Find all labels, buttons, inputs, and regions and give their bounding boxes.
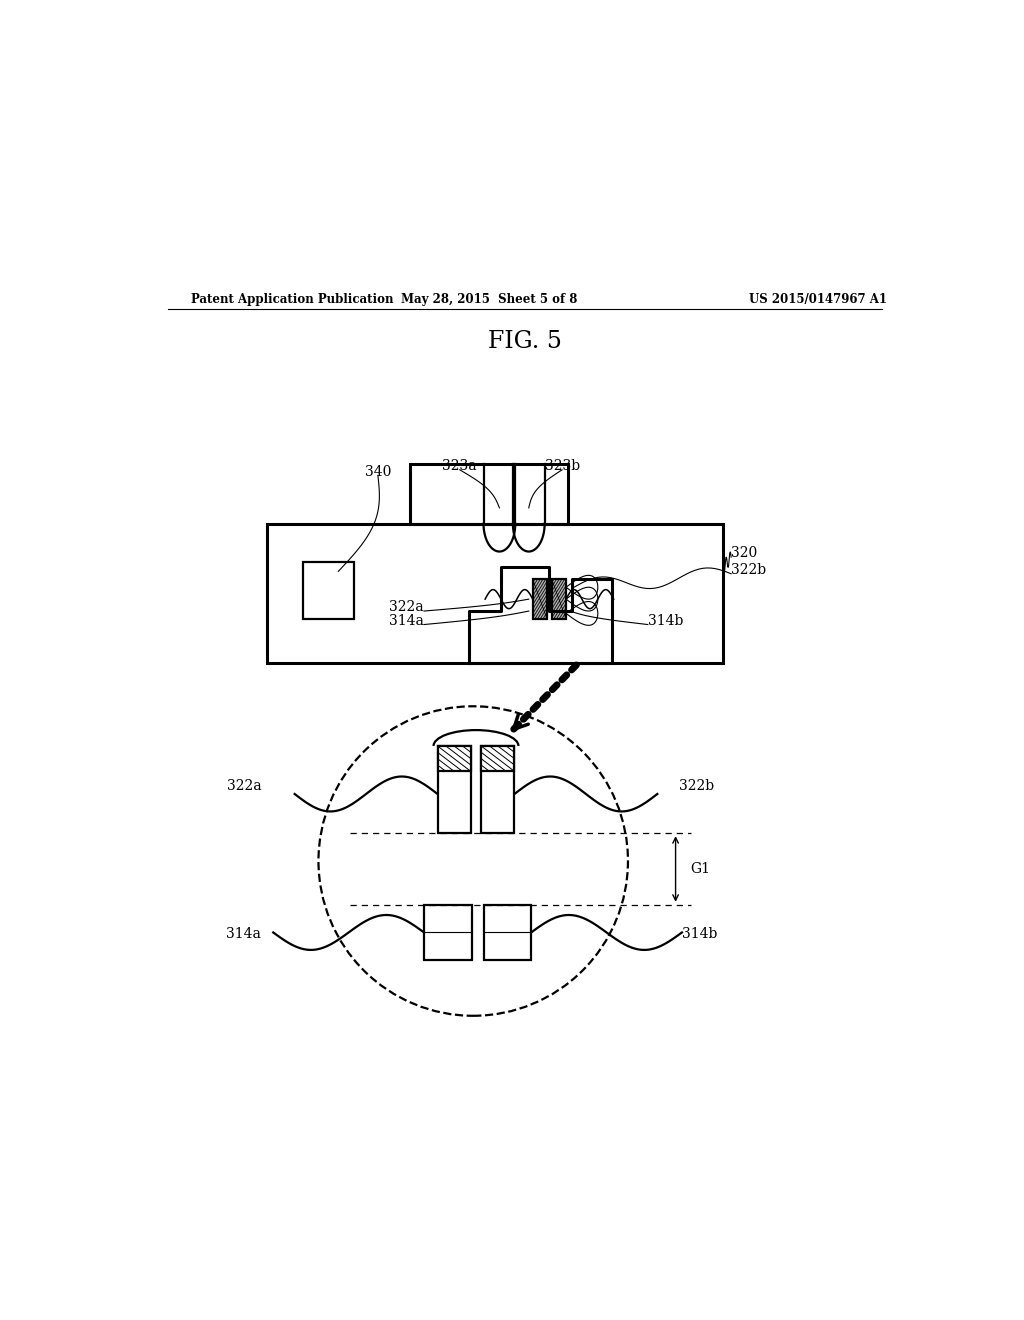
Text: 322b: 322b [680,779,715,792]
Text: 323b: 323b [545,459,580,473]
Text: 322b: 322b [731,562,766,577]
Text: 322a: 322a [227,779,262,792]
Text: 314b: 314b [648,614,683,627]
Bar [481,746,514,833]
Text: 314a: 314a [389,614,424,627]
Bar [552,579,566,619]
Text: May 28, 2015  Sheet 5 of 8: May 28, 2015 Sheet 5 of 8 [401,293,578,306]
Bar [267,524,723,663]
Text: Patent Application Publication: Patent Application Publication [191,293,394,306]
Text: 314a: 314a [225,927,260,941]
Bar [483,904,531,960]
Text: US 2015/0147967 A1: US 2015/0147967 A1 [750,293,888,306]
Text: G1: G1 [690,862,710,876]
Bar [424,904,472,960]
Text: 322a: 322a [389,601,424,614]
Text: 314b: 314b [682,927,717,941]
Text: FIG. 5: FIG. 5 [487,330,562,352]
Bar [410,465,568,524]
Bar [437,746,471,833]
Text: 323a: 323a [442,459,477,473]
Bar [481,746,514,771]
Text: 340: 340 [365,465,391,479]
Text: 320: 320 [731,546,758,560]
Bar [532,579,547,619]
Bar [437,746,471,771]
Bar [303,562,354,619]
